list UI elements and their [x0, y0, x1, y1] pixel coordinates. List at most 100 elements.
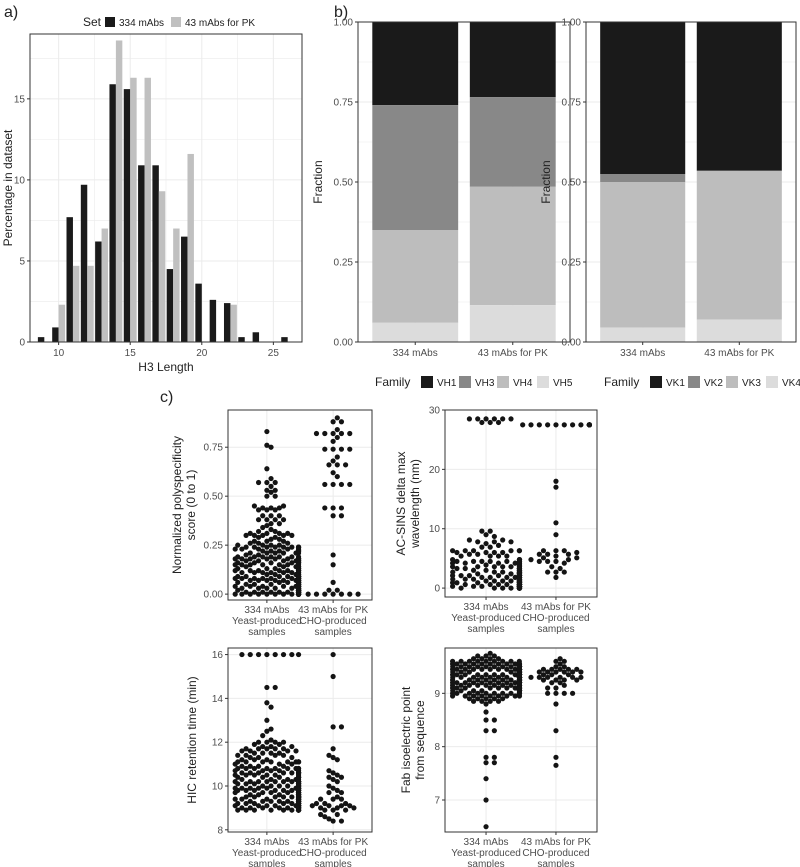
point-334	[255, 803, 262, 809]
point-334	[280, 794, 287, 800]
point-43	[553, 558, 559, 564]
point-334	[295, 571, 302, 578]
point-43	[330, 513, 336, 519]
point-334	[268, 560, 274, 566]
point-43	[338, 724, 345, 730]
point-334	[264, 772, 270, 778]
point-334	[508, 690, 514, 696]
point-43	[536, 551, 542, 557]
point-334	[255, 585, 262, 591]
point-334	[232, 568, 238, 574]
point-43	[338, 818, 345, 824]
point-334	[479, 698, 485, 704]
bar-334-h3-15	[123, 89, 131, 343]
point-334	[504, 574, 510, 581]
point-43	[578, 669, 584, 675]
segment-vh1-43	[469, 22, 556, 98]
point-334	[454, 672, 460, 678]
point-43	[351, 805, 357, 811]
point-334	[260, 505, 266, 511]
point-334	[280, 800, 287, 807]
point-334	[475, 653, 481, 659]
point-43	[330, 591, 336, 597]
point-334	[475, 564, 481, 570]
point-334	[247, 754, 253, 761]
point-43	[347, 591, 353, 597]
point-43	[557, 666, 563, 672]
point-334	[475, 690, 481, 696]
point-334	[483, 672, 489, 678]
point-334	[285, 765, 291, 772]
point-334	[239, 569, 245, 576]
point-43	[326, 816, 332, 822]
point-43	[334, 454, 340, 460]
point-334	[285, 568, 291, 574]
y-axis-title-c2: AC-SINS delta maxwavelength (nm)	[394, 451, 422, 555]
point-334	[466, 551, 472, 557]
bar-43-h3-17	[158, 191, 166, 342]
point-43	[330, 458, 336, 464]
point-43	[343, 807, 349, 813]
x-tick-label: 334 mAbs Yeast-produced samples	[451, 602, 521, 635]
point-334	[450, 560, 456, 566]
point-334	[508, 669, 514, 675]
point-43	[545, 669, 551, 675]
point-334	[247, 779, 253, 785]
point-43	[540, 666, 547, 672]
x-tick-label: 334 mAbs Yeast-produced samples	[232, 837, 302, 867]
point-334	[466, 696, 472, 702]
point-334	[295, 800, 302, 807]
point-334	[285, 789, 291, 796]
point-334	[264, 442, 270, 448]
point-334	[500, 677, 506, 683]
point-334	[285, 562, 291, 568]
point-334	[508, 658, 514, 664]
point-334	[504, 674, 510, 680]
point-334	[268, 776, 274, 783]
bar-43-h3-13	[101, 228, 109, 342]
panel-border-c2	[444, 409, 598, 598]
point-334	[260, 562, 266, 568]
point-334	[479, 528, 485, 534]
point-334	[260, 548, 266, 554]
point-334	[272, 571, 278, 578]
point-334	[264, 538, 270, 544]
point-43	[326, 803, 332, 809]
point-43	[574, 555, 580, 561]
point-334	[260, 583, 266, 589]
point-43	[330, 419, 336, 425]
point-334	[247, 591, 253, 597]
point-334	[255, 651, 262, 658]
segment-vh3-334	[372, 105, 459, 230]
bar-43-h3-19	[187, 153, 194, 342]
point-43	[528, 422, 534, 428]
panel-label-c: c)	[160, 389, 173, 406]
point-334	[276, 568, 282, 574]
point-334	[289, 779, 295, 785]
legend-family: Family VH1 VH3 VH4 VH5 Family VK1 VK2 VK3 VK4	[375, 375, 800, 389]
point-334	[251, 554, 257, 560]
point-334	[251, 589, 257, 595]
point-334	[260, 759, 266, 765]
point-334	[243, 807, 249, 813]
point-43	[528, 674, 534, 680]
bar-43-h3-18	[173, 228, 180, 342]
point-43	[561, 669, 567, 675]
point-334	[243, 746, 249, 752]
point-334	[232, 768, 238, 774]
point-334	[243, 544, 249, 550]
point-334	[243, 589, 249, 595]
point-334	[500, 416, 506, 422]
point-334	[450, 685, 456, 691]
legend-label-vk3: VK3	[742, 378, 761, 389]
point-334	[268, 768, 274, 774]
point-334	[272, 794, 278, 800]
bar-334-h3-9	[37, 337, 45, 342]
point-334	[500, 672, 506, 678]
point-334	[289, 651, 295, 658]
point-334	[272, 746, 278, 752]
point-334	[280, 746, 287, 752]
y-tick-label: 0	[19, 338, 25, 349]
legend-title-family-vk: Family	[604, 375, 639, 389]
